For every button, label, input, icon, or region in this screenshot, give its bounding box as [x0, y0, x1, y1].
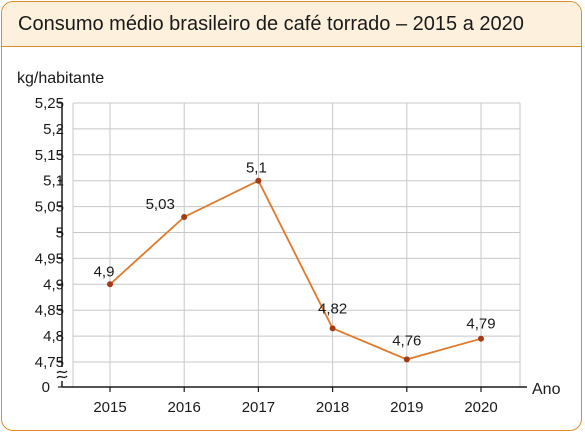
- axis-break-mark: [56, 370, 68, 374]
- data-point: [403, 356, 410, 363]
- grid-lines: [72, 102, 521, 388]
- data-label: 4,9: [94, 263, 115, 280]
- title-bar: Consumo médio brasileiro de café torrado…: [2, 2, 581, 47]
- x-tick-label: 2019: [390, 399, 423, 416]
- y-tick-label: 5,1: [43, 173, 64, 190]
- axes: [56, 102, 527, 392]
- y-origin-label: 0: [42, 379, 50, 396]
- y-tick-label: 5: [56, 225, 64, 242]
- y-tick-label: 5,25: [35, 95, 64, 112]
- data-point: [255, 177, 262, 184]
- data-label: 5,1: [246, 160, 267, 177]
- data-label: 4,82: [318, 300, 347, 317]
- data-labels: 4,9 5,03 5,1 4,82 4,76 4,79: [94, 160, 496, 350]
- y-tick-labels: 4,75 4,8 4,85 4,9 4,95 5 5,05 5,1 5,15 5,2 5,25 0: [35, 95, 64, 396]
- y-tick-label: 4,95: [35, 250, 64, 267]
- y-tick-label: 4,8: [43, 328, 64, 345]
- data-label: 4,76: [392, 332, 421, 349]
- data-label: 4,79: [466, 316, 495, 333]
- series-polyline: [109, 179, 482, 361]
- data-point: [181, 213, 188, 220]
- y-tick-label: 4,75: [35, 354, 64, 371]
- y-tick-label: 5,2: [43, 121, 64, 138]
- x-tick-labels: 2015 2016 2017 2018 2019 2020: [93, 399, 497, 416]
- data-point: [478, 335, 484, 342]
- y-tick-label: 5,05: [35, 199, 64, 216]
- data-points: [107, 177, 484, 363]
- x-tick-label: 2016: [168, 399, 201, 416]
- x-axis-title: Ano: [532, 381, 561, 398]
- data-point: [107, 281, 113, 288]
- y-tick-label: 5,15: [35, 147, 64, 164]
- data-point: [329, 325, 336, 332]
- y-tick-label: 4,9: [43, 276, 64, 293]
- y-tick-label: 4,85: [35, 302, 64, 319]
- x-tick-label: 2017: [242, 399, 275, 416]
- x-tick-label: 2018: [316, 399, 349, 416]
- axis-break-mark: [56, 375, 68, 379]
- x-tick-label: 2015: [93, 399, 126, 416]
- series-line: [109, 179, 482, 361]
- data-label: 5,03: [146, 196, 175, 213]
- chart-title: Consumo médio brasileiro de café torrado…: [18, 13, 524, 35]
- x-tick-label: 2020: [464, 399, 497, 416]
- y-axis-title: kg/habitante: [17, 70, 104, 87]
